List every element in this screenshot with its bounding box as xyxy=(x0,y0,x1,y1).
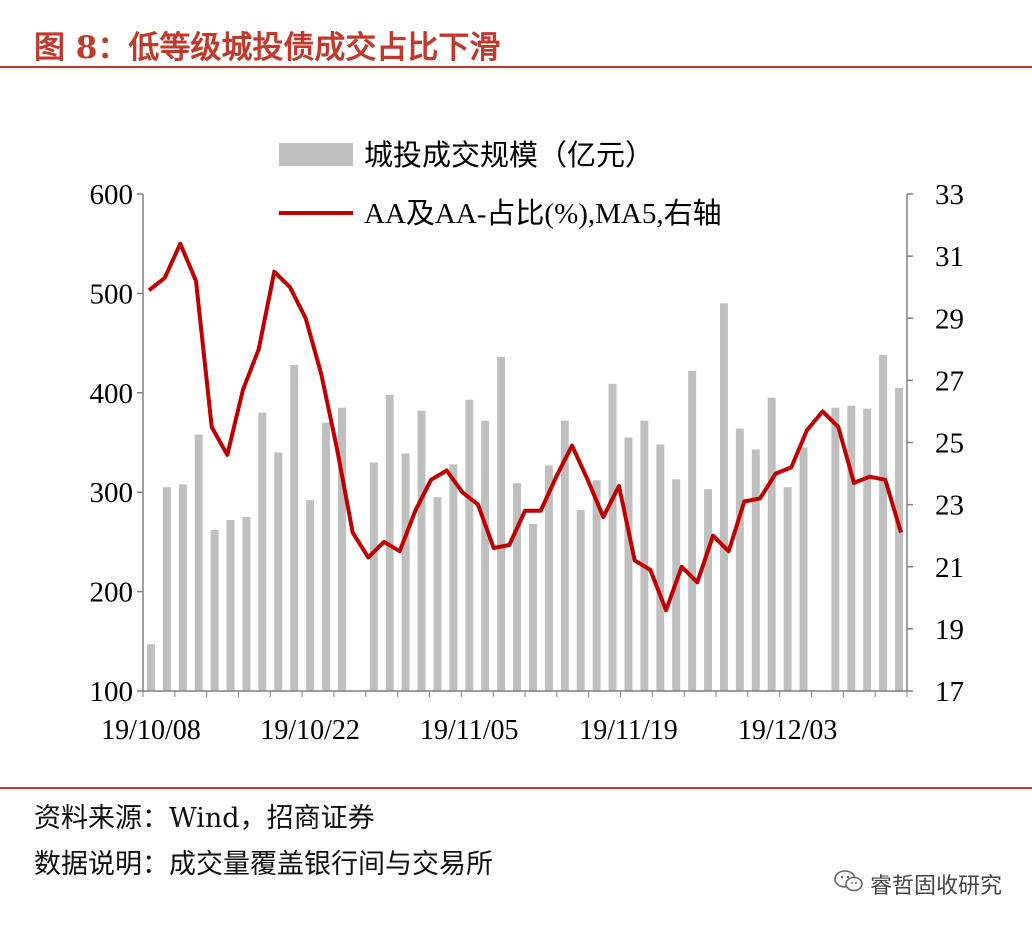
y-right-tick-label: 21 xyxy=(935,552,964,584)
bar-0 xyxy=(146,644,155,691)
legend-bar-label: 城投成交规模（亿元） xyxy=(364,139,654,172)
axes xyxy=(137,193,913,697)
x-tick-label: 19/10/22 xyxy=(260,715,360,746)
y-right-tick-label: 19 xyxy=(935,614,964,646)
watermark-text: 睿哲固收研究 xyxy=(869,874,1002,899)
figure-title: 图 8：低等级城投债成交占比下滑 xyxy=(34,30,501,66)
bar-3 xyxy=(194,434,203,691)
y-right-tick-label: 31 xyxy=(935,241,964,273)
bar-7 xyxy=(258,412,267,691)
bar-1 xyxy=(162,487,171,691)
y-right-tick-label: 25 xyxy=(935,428,964,460)
bar-20 xyxy=(465,399,474,691)
y-left-tick-label: 300 xyxy=(90,477,134,509)
bar-28 xyxy=(592,480,601,691)
bar-39 xyxy=(767,397,776,691)
bar-2 xyxy=(178,484,187,691)
bar-11 xyxy=(322,422,331,691)
bar-14 xyxy=(369,462,378,691)
wechat-icon xyxy=(834,869,864,899)
bar-29 xyxy=(608,383,617,691)
bar-6 xyxy=(242,517,251,691)
legend-bar-swatch xyxy=(279,143,353,166)
bar-26 xyxy=(560,420,569,691)
y-left-tick-label: 500 xyxy=(90,278,134,310)
bar-30 xyxy=(624,437,633,691)
bar-35 xyxy=(704,489,713,691)
legend: 城投成交规模（亿元） AA及AA-占比(%),MA5,右轴 xyxy=(279,139,722,230)
y-right-tick-label: 29 xyxy=(935,303,964,335)
y-right-tick-label: 23 xyxy=(935,490,964,522)
x-tick-label: 19/10/08 xyxy=(101,715,201,746)
bar-10 xyxy=(306,500,315,691)
chart: 100 200 300 400 500 600 17 19 21 23 25 27 29 31 33 19/1… xyxy=(90,139,965,746)
line-series xyxy=(147,241,903,613)
bar-41 xyxy=(799,447,808,691)
y-right-tick-label: 33 xyxy=(935,179,964,211)
bar-45 xyxy=(863,408,872,691)
bar-37 xyxy=(735,428,744,691)
bar-9 xyxy=(290,364,299,691)
bar-21 xyxy=(481,420,490,691)
bar-16 xyxy=(401,453,410,691)
watermark: 睿哲固收研究 xyxy=(834,868,1002,900)
x-tick-label: 19/11/19 xyxy=(579,715,678,746)
bar-17 xyxy=(417,410,426,691)
bar-31 xyxy=(640,420,649,691)
y-left-tick-label: 200 xyxy=(90,577,134,609)
y-left-tick-label: 400 xyxy=(90,378,134,410)
ratio-line xyxy=(147,241,903,613)
bar-32 xyxy=(656,444,665,691)
bar-36 xyxy=(719,303,728,691)
bar-23 xyxy=(513,483,522,691)
bar-5 xyxy=(226,520,235,691)
x-tick-label: 19/11/05 xyxy=(420,715,519,746)
bar-18 xyxy=(433,497,442,691)
bar-46 xyxy=(879,355,888,691)
bar-4 xyxy=(210,529,219,691)
bar-8 xyxy=(274,452,283,691)
tick-labels: 100 200 300 400 500 600 17 19 21 23 25 27 29 31 33 19/1… xyxy=(90,179,965,746)
footer-divider xyxy=(0,787,1032,789)
bar-44 xyxy=(847,405,856,691)
bar-series xyxy=(146,303,904,691)
x-tick-label: 19/12/03 xyxy=(738,715,838,746)
y-left-tick-label: 100 xyxy=(90,676,134,708)
y-right-tick-label: 27 xyxy=(935,365,964,397)
note-text: 数据说明：成交量覆盖银行间与交易所 xyxy=(34,849,493,880)
y-right-tick-label: 17 xyxy=(935,676,964,708)
bar-38 xyxy=(751,449,760,691)
legend-line-label: AA及AA-占比(%),MA5,右轴 xyxy=(364,197,722,230)
bar-40 xyxy=(783,487,792,691)
title-divider xyxy=(0,66,1032,68)
source-text: 资料来源：Wind，招商证券 xyxy=(34,803,375,834)
bar-24 xyxy=(528,524,537,691)
bar-25 xyxy=(544,465,553,691)
bar-27 xyxy=(576,510,585,691)
bar-43 xyxy=(831,407,840,691)
y-left-tick-label: 600 xyxy=(90,179,134,211)
bar-22 xyxy=(497,357,506,691)
bar-15 xyxy=(385,394,394,691)
bar-12 xyxy=(337,407,346,691)
bar-19 xyxy=(449,464,458,691)
bar-34 xyxy=(688,370,697,691)
bar-47 xyxy=(895,387,904,691)
